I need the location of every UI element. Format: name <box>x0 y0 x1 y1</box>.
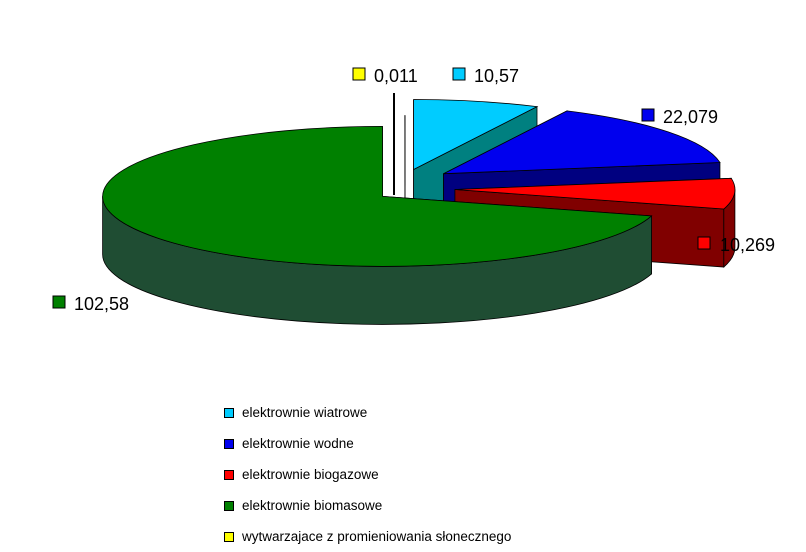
data-label-swatch-elektrownie-wodne <box>642 109 654 121</box>
legend-swatch <box>224 470 234 480</box>
pie-chart: 10,57 22,079 10,269 102,58 0,011 <box>0 0 806 380</box>
legend-label: elektrownie biogazowe <box>242 467 379 482</box>
data-label-elektrownie-biogazowe: 10,269 <box>720 235 775 255</box>
data-label-elektrownie-wiatrowe: 10,57 <box>474 66 519 86</box>
data-label-wytwarzajace-z-promieniowania-s-onecznego: 0,011 <box>374 66 418 86</box>
legend: elektrownie wiatrowe elektrownie wodne e… <box>224 397 511 552</box>
legend-label: elektrownie wiatrowe <box>242 405 367 420</box>
legend-label: wytwarzajace z promieniowania słoneczneg… <box>242 529 511 544</box>
data-label-swatch-wytwarzajace-z-promieniowania-s-onecznego <box>353 68 365 80</box>
legend-swatch <box>224 501 234 511</box>
legend-swatch <box>224 408 234 418</box>
data-label-swatch-elektrownie-wiatrowe <box>453 68 465 80</box>
legend-item: elektrownie wodne <box>224 428 511 459</box>
legend-swatch <box>224 532 234 542</box>
legend-swatch <box>224 439 234 449</box>
legend-item: elektrownie biomasowe <box>224 490 511 521</box>
legend-item: elektrownie wiatrowe <box>224 397 511 428</box>
data-label-swatch-elektrownie-biomasowe <box>53 296 65 308</box>
data-label-swatch-elektrownie-biogazowe <box>698 237 710 249</box>
data-label-elektrownie-biomasowe: 102,58 <box>74 294 129 314</box>
legend-label: elektrownie biomasowe <box>242 498 382 513</box>
legend-item: elektrownie biogazowe <box>224 459 511 490</box>
legend-label: elektrownie wodne <box>242 436 354 451</box>
data-label-elektrownie-wodne: 22,079 <box>663 107 718 127</box>
legend-item: wytwarzajace z promieniowania słoneczneg… <box>224 521 511 552</box>
